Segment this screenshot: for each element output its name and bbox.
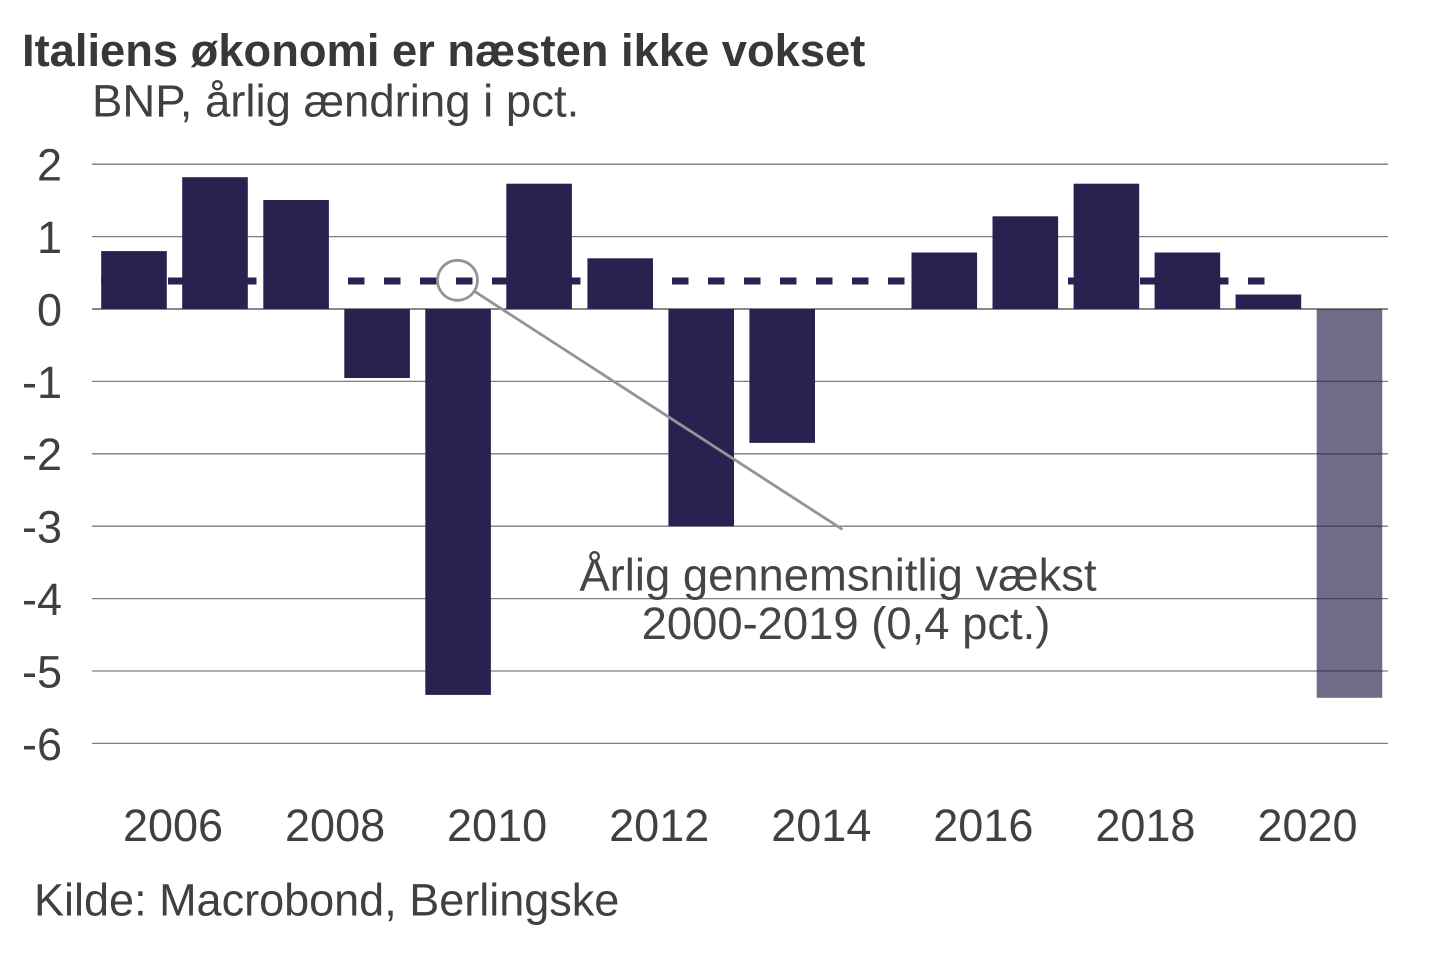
svg-text:1: 1 — [37, 212, 62, 263]
svg-text:-4: -4 — [22, 574, 62, 625]
svg-text:-2: -2 — [22, 429, 62, 480]
svg-text:-1: -1 — [22, 357, 62, 408]
svg-text:-6: -6 — [22, 719, 62, 770]
svg-text:2008: 2008 — [285, 800, 385, 851]
svg-text:BNP, årlig ændring i pct.: BNP, årlig ændring i pct. — [92, 76, 579, 127]
svg-text:Kilde: Macrobond, Berlingske: Kilde: Macrobond, Berlingske — [34, 875, 619, 926]
svg-text:-5: -5 — [22, 646, 62, 697]
svg-text:-3: -3 — [22, 502, 62, 553]
svg-text:2012: 2012 — [609, 800, 709, 851]
svg-text:0: 0 — [37, 284, 62, 335]
svg-text:2006: 2006 — [123, 800, 223, 851]
svg-text:2000-2019 (0,4 pct.): 2000-2019 (0,4 pct.) — [642, 598, 1051, 649]
svg-text:Årlig gennemsnitlig vækst: Årlig gennemsnitlig vækst — [579, 550, 1097, 601]
svg-text:2016: 2016 — [933, 800, 1033, 851]
svg-text:Italiens økonomi er næsten ikk: Italiens økonomi er næsten ikke vokset — [22, 25, 865, 76]
svg-text:2020: 2020 — [1257, 800, 1357, 851]
svg-text:2010: 2010 — [447, 800, 547, 851]
svg-text:2018: 2018 — [1095, 800, 1195, 851]
svg-text:2014: 2014 — [771, 800, 871, 851]
svg-text:2: 2 — [37, 140, 62, 191]
